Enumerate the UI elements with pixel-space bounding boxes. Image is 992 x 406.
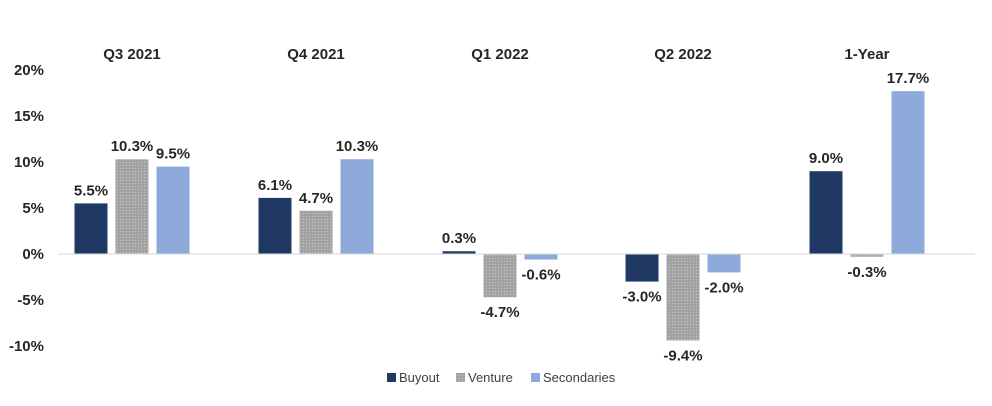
legend-swatch-buyout (387, 373, 396, 382)
bar-venture (483, 254, 517, 298)
bar-venture (115, 159, 149, 254)
data-label: 4.7% (299, 190, 333, 207)
bar-venture (666, 254, 700, 341)
data-label: 9.0% (809, 150, 843, 167)
bars (74, 91, 925, 341)
bar-buyout (625, 254, 659, 282)
y-tick-label: -10% (9, 338, 44, 355)
bar-secondaries (891, 91, 925, 254)
category-labels: Q3 2021 Q4 2021 Q1 2022 Q2 2022 1-Year (103, 46, 889, 63)
data-labels: 5.5% 6.1% 0.3% -3.0% 9.0% 10.3% 4.7% -4.7% -9.4%… (74, 70, 929, 364)
y-tick-label: 5% (22, 200, 44, 217)
y-tick-label: 15% (14, 108, 44, 125)
y-tick-label: 20% (14, 62, 44, 79)
y-tick-label: 10% (14, 154, 44, 171)
legend-swatch-venture (456, 373, 465, 382)
legend-swatch-secondaries (531, 373, 540, 382)
bar-secondaries (340, 159, 374, 254)
bar-buyout (74, 203, 108, 254)
data-label: 10.3% (111, 138, 154, 155)
data-label: -2.0% (704, 279, 743, 296)
data-label: 6.1% (258, 177, 292, 194)
bar-venture (299, 210, 333, 254)
y-tick-label: -5% (17, 292, 44, 309)
legend-label-buyout: Buyout (399, 370, 440, 385)
bar-buyout (258, 197, 292, 254)
bar-buyout (809, 171, 843, 254)
data-label: 5.5% (74, 182, 108, 199)
legend: Buyout Venture Secondaries (387, 370, 616, 385)
bar-buyout (442, 251, 476, 254)
bar-secondaries (707, 254, 741, 273)
data-label: -4.7% (480, 304, 519, 321)
category-label: Q3 2021 (103, 46, 161, 63)
bar-venture (850, 254, 884, 257)
category-label: Q4 2021 (287, 46, 345, 63)
category-label: 1-Year (844, 46, 889, 63)
data-label: 17.7% (887, 70, 930, 87)
data-label: 0.3% (442, 230, 476, 247)
legend-label-secondaries: Secondaries (543, 370, 616, 385)
bar-secondaries (524, 254, 558, 260)
data-label: 10.3% (336, 138, 379, 155)
y-tick-label: 0% (22, 246, 44, 263)
data-label: -0.3% (847, 264, 886, 281)
data-label: -9.4% (663, 347, 702, 364)
data-label: -0.6% (521, 267, 560, 284)
data-label: -3.0% (622, 289, 661, 306)
bar-secondaries (156, 166, 190, 254)
data-label: 9.5% (156, 146, 190, 163)
y-axis: 20% 15% 10% 5% 0% -5% -10% (9, 62, 44, 355)
category-label: Q1 2022 (471, 46, 529, 63)
category-label: Q2 2022 (654, 46, 712, 63)
legend-label-venture: Venture (468, 370, 513, 385)
